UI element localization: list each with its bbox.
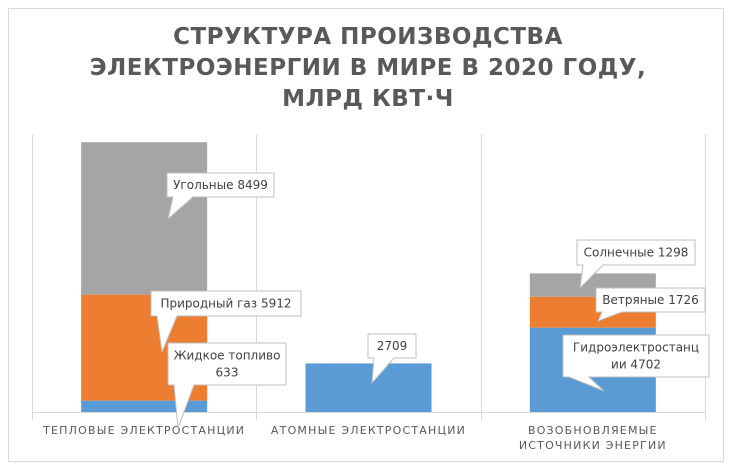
bar-segment: [81, 142, 208, 295]
chart-title: СТРУКТУРА ПРОИЗВОДСТВА ЭЛЕКТРОЭНЕРГИИ В …: [0, 22, 736, 115]
callout-box: [576, 239, 696, 290]
data-label: Жидкое топливо 633: [174, 349, 281, 380]
data-label: Угольные 8499: [173, 178, 268, 192]
chart-title-line-1: СТРУКТУРА ПРОИЗВОДСТВА: [173, 24, 563, 50]
callout-box: [166, 172, 275, 221]
callout-box: [562, 334, 710, 392]
category-label: ТЕПЛОВЫЕ ЭЛЕКТРОСТАНЦИИ: [42, 424, 245, 437]
category-label: АТОМНЫЕ ЭЛЕКТРОСТАНЦИИ: [271, 424, 466, 437]
chart-title-line-3: МЛРД КВТ·Ч: [282, 86, 454, 112]
data-label: 2709: [377, 339, 408, 353]
bar-segment: [81, 400, 208, 412]
callout-box: [595, 287, 706, 322]
data-label: Ветряные 1726: [602, 293, 699, 307]
data-label: Солнечные 1298: [584, 246, 689, 260]
callout-box: [150, 290, 302, 354]
data-label: Природный газ 5912: [160, 297, 291, 311]
callout-box: [367, 333, 417, 385]
callout-box: [167, 342, 287, 429]
chart-title-line-2: ЭЛЕКТРОЭНЕРГИИ В МИРЕ В 2020 ГОДУ,: [89, 55, 647, 81]
bar-segment: [305, 363, 432, 412]
category-label: ВОЗОБНОВЛЯЕМЫЕ ИСТОЧНИКИ ЭНЕРГИИ: [519, 424, 667, 452]
data-label: Гидроэлектростанц ии 4702: [573, 341, 699, 372]
